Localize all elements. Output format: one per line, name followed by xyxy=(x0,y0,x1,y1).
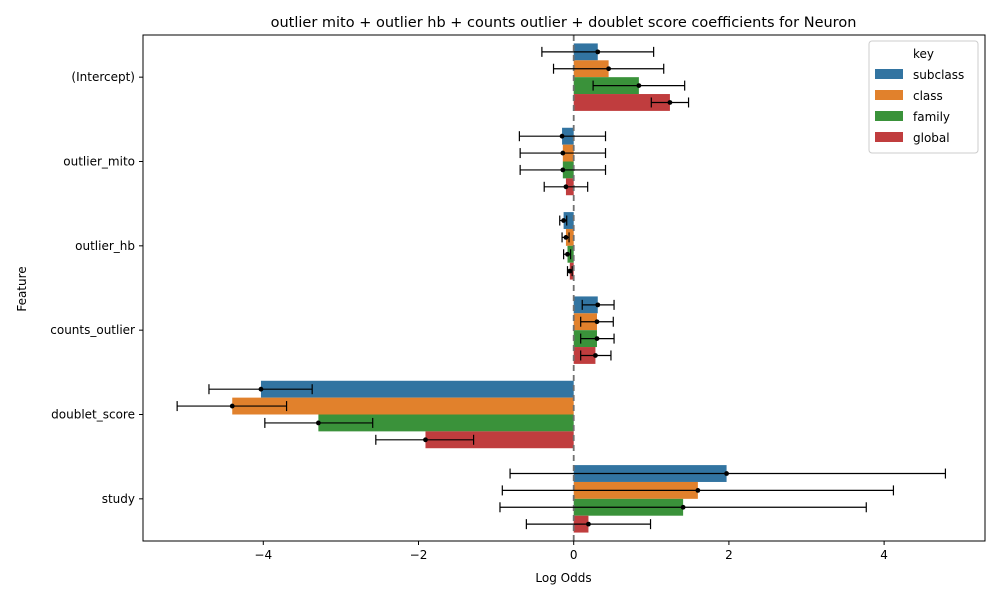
point-global-4 xyxy=(423,437,428,443)
point-class-4 xyxy=(229,403,235,409)
legend-label-class: class xyxy=(913,89,943,103)
x-tick-label-0: −4 xyxy=(254,548,272,562)
y-tick-label-2: outlier_hb xyxy=(75,239,135,253)
bar-global-0 xyxy=(573,94,670,111)
x-tick-label-3: 2 xyxy=(725,548,733,562)
axes: −4 −2 0 2 4 (Intercept) outlier_mito outlier_hb… xyxy=(50,70,888,562)
point-family-3 xyxy=(594,336,600,341)
legend: key subclass class family global xyxy=(868,40,979,154)
x-tick-label-4: 4 xyxy=(880,548,888,562)
legend-label-family: family xyxy=(913,110,950,124)
legend-title: key xyxy=(913,47,934,61)
point-class-0 xyxy=(606,66,612,72)
bar-family-4 xyxy=(318,414,574,432)
point-family-2 xyxy=(565,251,570,257)
y-tick-label-1: outlier_mito xyxy=(63,155,135,169)
y-tick-label-5: study xyxy=(102,492,135,506)
legend-swatch-class xyxy=(875,90,903,100)
legend-label-subclass: subclass xyxy=(913,68,964,82)
y-tick-label-3: counts_outlier xyxy=(50,323,135,337)
x-tick-label-2: 0 xyxy=(570,548,578,562)
plot-area xyxy=(176,35,947,541)
legend-swatch-subclass xyxy=(875,69,903,79)
point-subclass-2 xyxy=(561,218,567,223)
point-subclass-0 xyxy=(595,49,601,55)
point-global-3 xyxy=(593,353,598,358)
legend-label-global: global xyxy=(913,131,950,145)
point-class-3 xyxy=(594,319,600,325)
point-subclass-1 xyxy=(559,133,565,139)
point-family-5 xyxy=(680,504,686,510)
y-tick-label-4: doublet_score xyxy=(51,408,135,422)
point-class-2 xyxy=(563,235,569,240)
point-class-5 xyxy=(695,488,701,493)
point-family-4 xyxy=(315,420,321,426)
plot-frame xyxy=(142,34,986,542)
point-global-0 xyxy=(667,100,673,105)
bar-subclass-2 xyxy=(563,212,574,229)
x-axis-label: Log Odds xyxy=(535,571,591,585)
point-global-2 xyxy=(567,268,573,274)
point-subclass-3 xyxy=(595,302,601,308)
legend-swatch-family xyxy=(875,111,903,121)
bar-global-4 xyxy=(425,431,574,449)
bar-subclass-4 xyxy=(260,380,574,398)
y-axis-label: Feature xyxy=(15,266,29,311)
point-subclass-5 xyxy=(724,471,729,476)
point-family-0 xyxy=(636,83,642,88)
chart-title: outlier mito + outlier hb + counts outli… xyxy=(271,15,857,31)
point-subclass-4 xyxy=(258,386,264,392)
x-tick-label-1: −2 xyxy=(410,548,428,562)
y-tick-label-0: (Intercept) xyxy=(71,70,135,84)
point-global-5 xyxy=(586,521,591,527)
point-family-1 xyxy=(560,167,566,173)
point-class-1 xyxy=(560,150,566,156)
point-global-1 xyxy=(563,184,569,190)
bar-class-2 xyxy=(565,228,574,246)
legend-swatch-global xyxy=(875,132,903,142)
bar-class-4 xyxy=(232,397,574,415)
